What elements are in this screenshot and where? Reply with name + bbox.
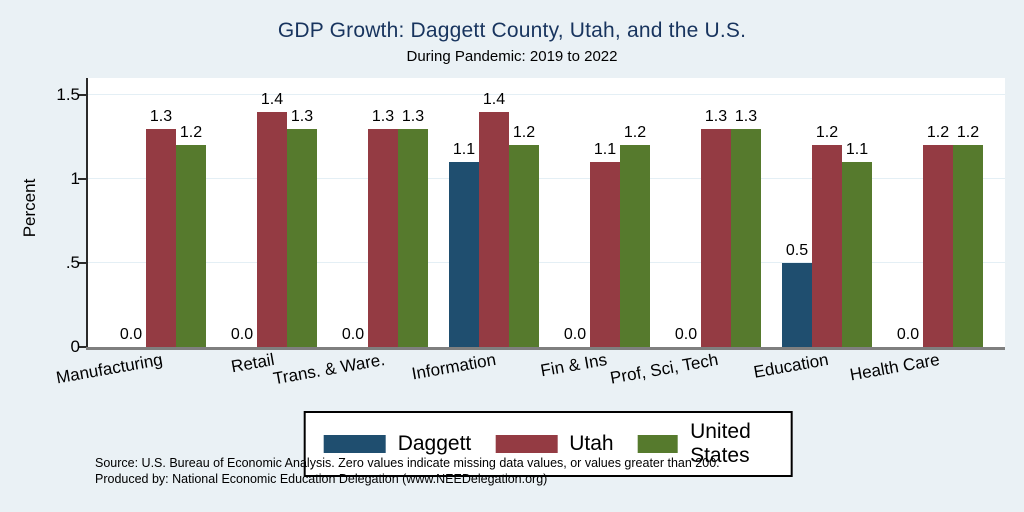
bar-value-label: 1.3 [290, 107, 314, 125]
gridline [88, 262, 1005, 263]
y-axis-line [86, 78, 88, 349]
gridline [88, 94, 1005, 95]
bar [176, 145, 206, 347]
legend: Daggett Utah United States [303, 411, 793, 477]
bar [620, 145, 650, 347]
bar-value-label: 1.3 [704, 107, 728, 125]
legend-item: United States [637, 420, 773, 468]
bar-value-label: 1.2 [179, 124, 203, 142]
legend-swatch [637, 435, 679, 453]
bar [782, 263, 812, 347]
bar-value-label: 1.2 [623, 124, 647, 142]
bar [368, 128, 398, 347]
bar [731, 128, 761, 347]
bar [953, 145, 983, 347]
bar [287, 128, 317, 347]
x-category-label: Trans. & Ware. [271, 350, 387, 389]
bar [146, 128, 176, 347]
bar [590, 162, 620, 347]
bar-value-label: 1.1 [593, 141, 617, 159]
producer-note: Produced by: National Economic Education… [95, 472, 548, 486]
chart-subtitle: During Pandemic: 2019 to 2022 [406, 48, 618, 65]
bar-value-label: 1.2 [956, 124, 980, 142]
bar-value-label: 1.3 [401, 107, 425, 125]
source-note: Source: U.S. Bureau of Economic Analysis… [95, 456, 720, 470]
bar-value-label: 0.0 [896, 326, 920, 343]
bar [257, 111, 287, 347]
bar-value-label: 1.3 [734, 107, 758, 125]
legend-item: Daggett [323, 432, 472, 456]
legend-label: United States [690, 420, 751, 467]
legend-swatch [495, 435, 558, 453]
y-tick-label: 1 [70, 169, 80, 188]
gridline [88, 178, 1005, 179]
chart-title: GDP Growth: Daggett County, Utah, and th… [277, 19, 747, 42]
y-tick [78, 94, 86, 96]
bar-value-label: 0.0 [119, 326, 143, 343]
bar [923, 145, 953, 347]
bar-value-label: 0.0 [341, 326, 365, 343]
legend-label: Utah [569, 432, 614, 455]
bar [842, 162, 872, 347]
plot-area: 0.0 1.3 1.2 0.0 1.4 1.3 0.0 1.3 1.3 1.1 1.4 1.2 0.0 1… [88, 78, 1005, 347]
legend-swatch [323, 435, 386, 453]
bar-value-label: 1.2 [815, 124, 839, 142]
bar-value-label: 0.0 [230, 326, 254, 343]
y-tick [78, 178, 86, 180]
bar [509, 145, 539, 347]
bar [449, 162, 479, 347]
bar-value-label: 1.4 [482, 90, 506, 108]
bar-value-label: 1.3 [149, 107, 173, 125]
bar-value-label: 1.2 [926, 124, 950, 142]
x-category-label: Prof, Sci, Tech [608, 350, 720, 388]
y-tick-label: 0 [70, 337, 80, 356]
bar-value-label: 1.1 [845, 141, 869, 159]
y-tick-label: 1.5 [56, 85, 80, 104]
bar-value-label: 0.0 [674, 326, 698, 343]
x-category-label: Retail [229, 350, 276, 377]
bar-value-label: 1.2 [512, 124, 536, 142]
legend-label: Daggett [397, 432, 472, 455]
bar [479, 111, 509, 347]
x-category-label: Fin & Ins [538, 350, 609, 381]
legend-item: Utah [495, 432, 614, 456]
x-category-label: Education [752, 350, 831, 382]
bar-value-label: 0.0 [563, 326, 587, 343]
x-category-label: Information [410, 350, 498, 384]
x-axis-line [86, 347, 1005, 350]
bar-value-label: 0.5 [785, 242, 809, 259]
y-tick-label: .5 [65, 253, 80, 272]
bar [398, 128, 428, 347]
bar [701, 128, 731, 347]
y-tick [78, 262, 86, 264]
x-category-label: Health Care [848, 350, 942, 385]
bar [812, 145, 842, 347]
bar-value-label: 1.4 [260, 90, 284, 108]
bar-value-label: 1.3 [371, 107, 395, 125]
bar-value-label: 1.1 [452, 141, 476, 159]
y-tick [78, 346, 86, 348]
